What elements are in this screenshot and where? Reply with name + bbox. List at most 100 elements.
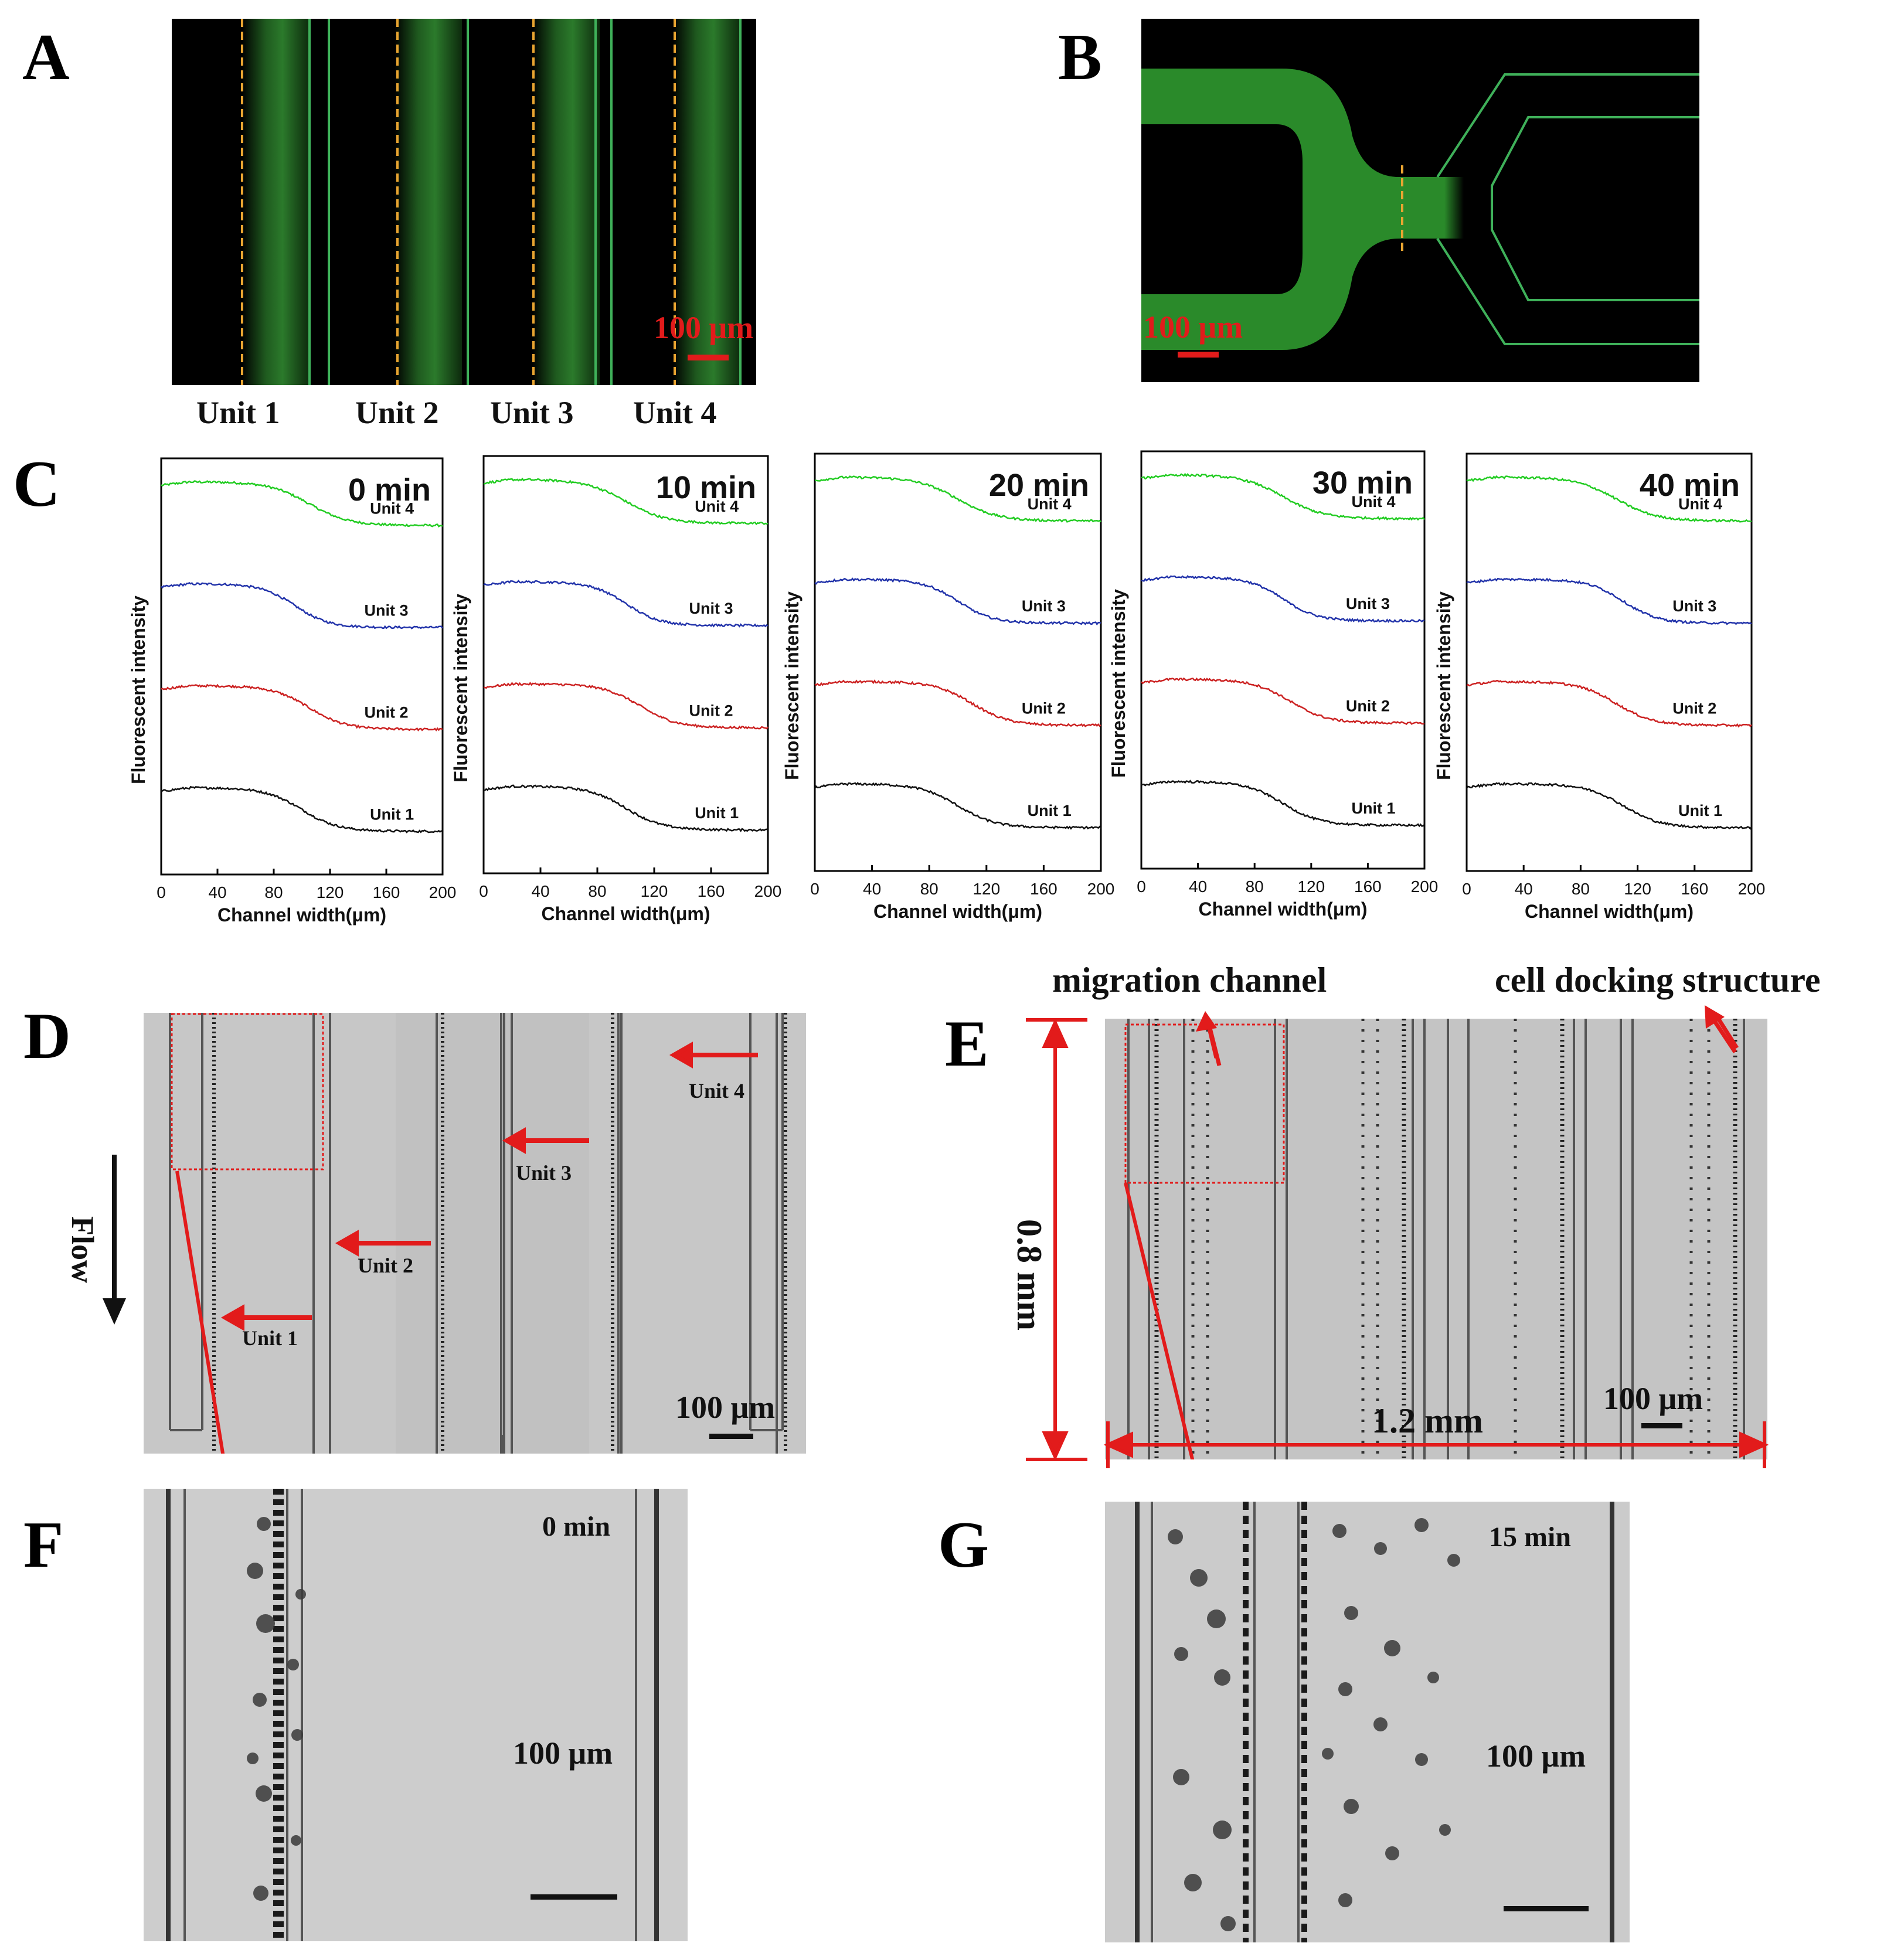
chart-title: 30 min xyxy=(1312,465,1413,501)
unit-label-a-3: Unit 3 xyxy=(490,395,574,430)
series-label: Unit 2 xyxy=(364,703,408,721)
series-label: Unit 3 xyxy=(1346,595,1390,612)
chart-xtick-label: 120 xyxy=(317,883,344,901)
series-label: Unit 1 xyxy=(695,804,739,822)
chart-xtick-label: 160 xyxy=(373,883,400,901)
scale-bar-g xyxy=(1504,1906,1589,1911)
series-label: Unit 2 xyxy=(1346,697,1390,715)
chart-ylabel: Fluorescent intensity xyxy=(1433,591,1454,780)
chart-xtick-label: 0 xyxy=(1137,877,1146,896)
panel-label-e: E xyxy=(945,1008,989,1080)
series-line-unit-4 xyxy=(1466,475,1752,523)
chart-xlabel: Channel width(μm) xyxy=(217,904,386,925)
chart-xtick-label: 200 xyxy=(1738,880,1766,898)
scale-label-g: 100 μm xyxy=(1486,1738,1586,1774)
chart-xtick-label: 80 xyxy=(1246,877,1264,896)
chart-xtick-label: 40 xyxy=(1189,877,1207,896)
series-label: Unit 2 xyxy=(689,702,733,720)
scale-bar-b xyxy=(1178,352,1219,358)
series-line-unit-4 xyxy=(161,480,443,528)
series-label: Unit 2 xyxy=(1672,700,1716,717)
time-label-f: 0 min xyxy=(542,1511,611,1542)
chart-title: 0 min xyxy=(348,472,431,508)
chart-xtick-label: 200 xyxy=(1087,880,1115,898)
series-line-unit-1 xyxy=(814,782,1102,830)
panel-e-brightfield-image xyxy=(1105,1019,1767,1459)
chart-xtick-label: 80 xyxy=(588,882,606,900)
panel-label-f: F xyxy=(23,1509,64,1581)
flow-label: Flow xyxy=(65,1216,100,1283)
arrow-label-unit4: Unit 4 xyxy=(689,1079,745,1102)
chart-ylabel: Fluorescent intensity xyxy=(128,596,149,784)
panel-label-b: B xyxy=(1058,21,1102,94)
series-line-unit-3 xyxy=(814,577,1101,626)
chart-frame xyxy=(160,457,444,876)
chart-xtick-label: 80 xyxy=(920,880,939,898)
scale-label-d: 100 μm xyxy=(675,1390,776,1425)
chart-xtick-label: 0 xyxy=(157,883,166,901)
chart-title: 20 min xyxy=(989,468,1089,503)
unit-label-a-4: Unit 4 xyxy=(633,395,717,430)
unit-label-a-1: Unit 1 xyxy=(196,395,280,430)
unit-label-a-2: Unit 2 xyxy=(355,395,439,430)
unit3-stripe xyxy=(532,19,600,385)
chart-xtick-label: 120 xyxy=(1624,880,1651,898)
chart-ylabel: Fluorescent intensity xyxy=(1108,589,1129,778)
series-line-unit-4 xyxy=(483,477,769,526)
series-label: Unit 4 xyxy=(1678,495,1722,513)
chart-frame xyxy=(482,455,769,874)
chart-4: 40 min Fluorescent intensity Channel width… xyxy=(1433,452,1766,922)
chart-xtick-label: 120 xyxy=(972,880,1000,898)
panel-label-a: A xyxy=(22,21,70,94)
chart-xtick-label: 0 xyxy=(810,880,820,898)
flow-arrow xyxy=(103,1155,126,1325)
panel-f-brightfield-image xyxy=(144,1489,688,1941)
series-line-unit-1 xyxy=(483,784,769,832)
width-label: 1.2 mm xyxy=(1372,1401,1483,1440)
scale-bar-f xyxy=(531,1894,617,1900)
chart-frame xyxy=(1465,452,1753,872)
series-line-unit-4 xyxy=(814,475,1101,523)
chart-xtick-label: 120 xyxy=(641,882,668,900)
chart-xtick-label: 160 xyxy=(1681,880,1708,898)
series-line-unit-1 xyxy=(161,785,443,833)
chart-xtick-label: 40 xyxy=(208,883,226,901)
chart-title: 10 min xyxy=(656,470,756,505)
series-line-unit-2 xyxy=(483,682,769,730)
series-label: Unit 3 xyxy=(364,602,408,620)
chart-xlabel: Channel width(μm) xyxy=(873,901,1042,922)
panel-e-dimension-lines xyxy=(1026,1018,1769,1468)
chart-title: 40 min xyxy=(1640,468,1740,503)
series-label: Unit 4 xyxy=(695,498,739,515)
chart-0: 0 min Fluorescent intensity Channel width(… xyxy=(128,457,456,925)
scale-bar-e xyxy=(1641,1423,1682,1428)
arrow-label-unit1: Unit 1 xyxy=(242,1326,298,1350)
chart-xtick-label: 200 xyxy=(1411,877,1439,896)
series-line-unit-2 xyxy=(814,679,1101,727)
chart-xtick-label: 80 xyxy=(1572,880,1590,898)
series-line-unit-3 xyxy=(1466,577,1752,625)
series-label: Unit 3 xyxy=(1672,597,1716,615)
chart-xtick-label: 0 xyxy=(479,882,488,900)
chart-frame xyxy=(814,452,1102,872)
chart-xlabel: Channel width(μm) xyxy=(1199,899,1368,920)
chart-xtick-label: 160 xyxy=(1354,877,1382,896)
chart-ylabel: Fluorescent intensity xyxy=(781,591,803,780)
unit4-stripe xyxy=(673,19,740,385)
panel-g-brightfield-image xyxy=(1105,1502,1630,1942)
migration-channel-arrow xyxy=(1196,1011,1219,1059)
time-label-g: 15 min xyxy=(1489,1522,1572,1553)
series-line-unit-3 xyxy=(1141,575,1425,623)
chart-xtick-label: 40 xyxy=(863,880,881,898)
series-label: Unit 1 xyxy=(1028,802,1072,819)
scale-label-b: 100 μm xyxy=(1143,309,1243,345)
scale-bar-a xyxy=(688,355,729,360)
chart-2: 20 min Fluorescent intensity Channel width… xyxy=(781,452,1115,922)
panel-c-charts: 0 min Fluorescent intensity Channel width(… xyxy=(128,450,1766,925)
series-label: Unit 1 xyxy=(1352,799,1396,817)
chart-frame xyxy=(1140,450,1426,870)
series-line-unit-4 xyxy=(1141,472,1426,521)
series-label: Unit 4 xyxy=(1352,493,1396,511)
chart-1: 10 min Fluorescent intensity Channel width… xyxy=(450,455,781,924)
arrow-label-unit2: Unit 2 xyxy=(358,1254,414,1277)
